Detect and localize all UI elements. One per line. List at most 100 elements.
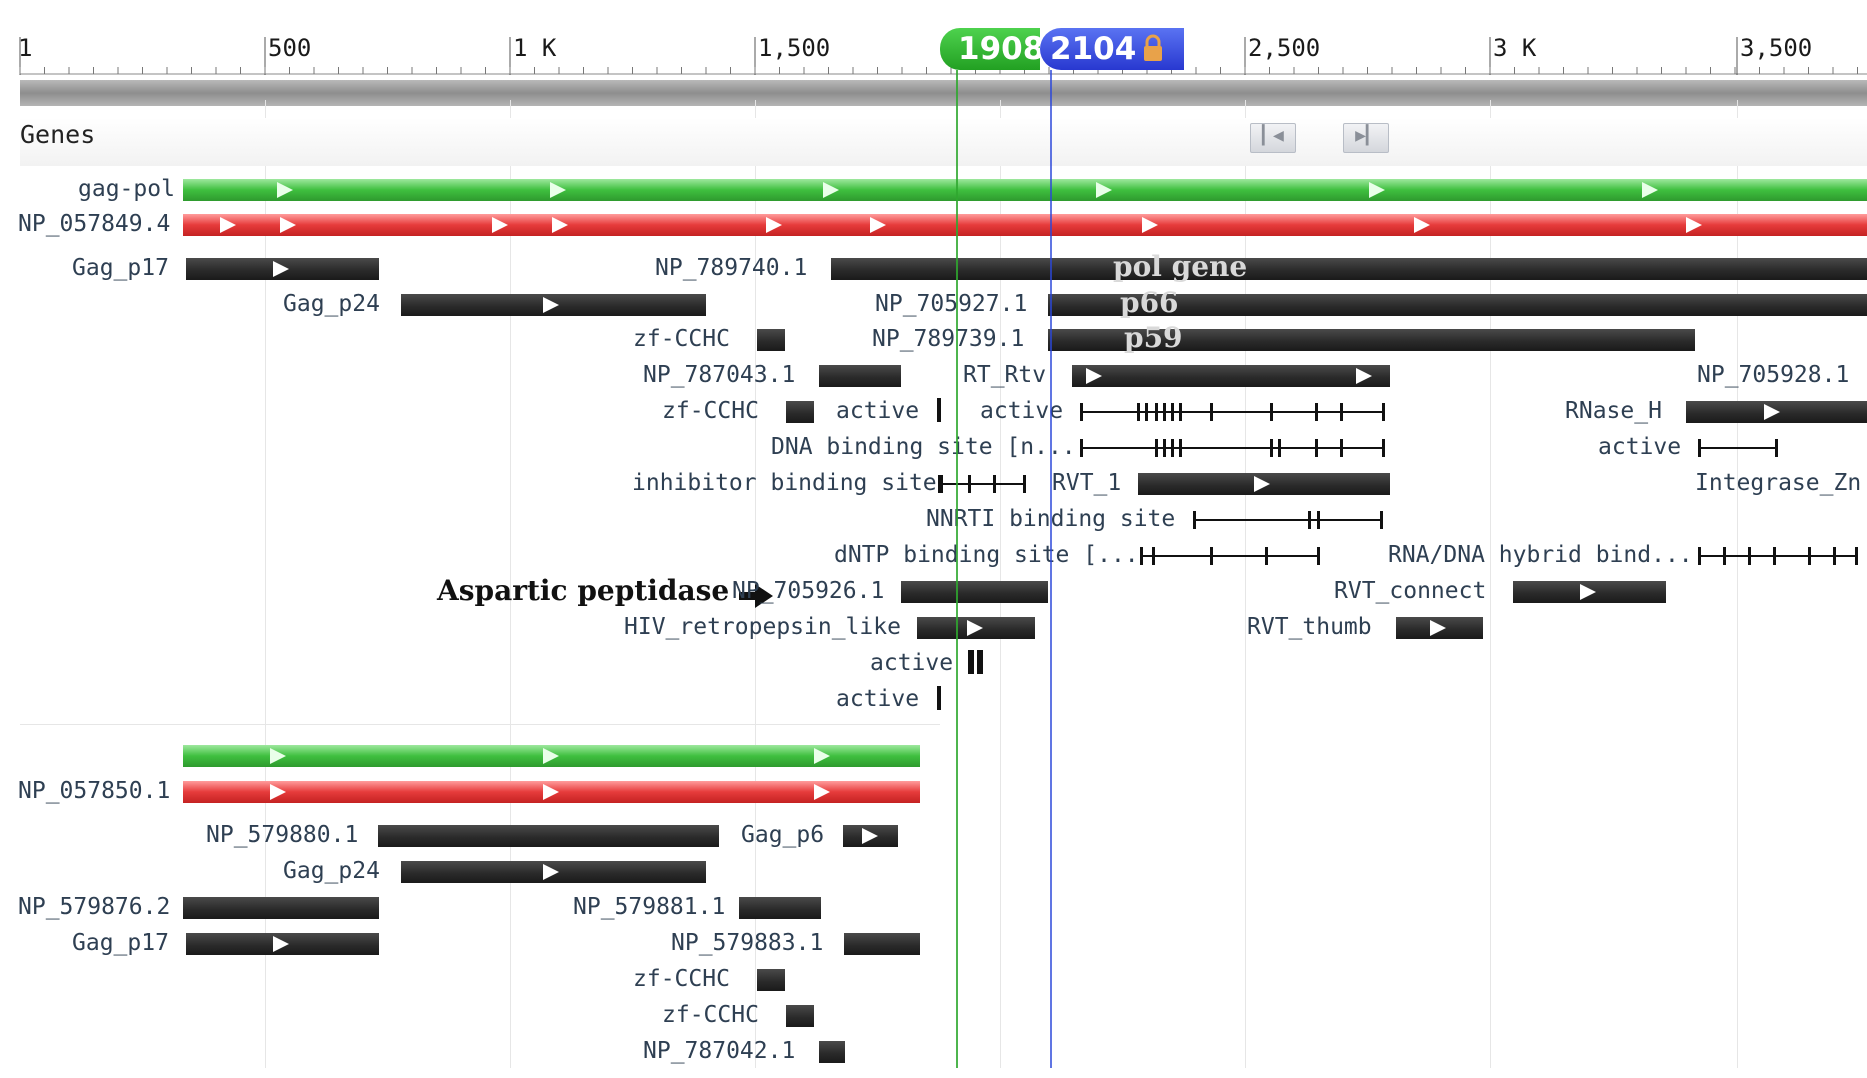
feature-label-gag-p24[interactable]: Gag_p24 <box>283 291 380 317</box>
feature-label-np-705927[interactable]: NP_705927.1 <box>875 291 1028 317</box>
last-page-icon: ▶▎ <box>1355 125 1377 146</box>
feature-label-np-787043[interactable]: NP_787043.1 <box>643 362 796 388</box>
strand-arrow <box>543 297 559 313</box>
feature-label-rnase-h[interactable]: RNase_H <box>1565 398 1662 424</box>
feature-bar-np-789739[interactable] <box>1048 329 1695 351</box>
ruler-tick-label: 3 K <box>1493 34 1537 62</box>
strand-arrow <box>862 828 878 844</box>
strand-arrow <box>1096 182 1112 198</box>
feature-bar-rt-rtv[interactable] <box>1072 365 1390 387</box>
strand-arrow <box>1086 368 1102 384</box>
feature-label-np-705926[interactable]: NP_705926.1 <box>732 578 885 604</box>
site-track-dntp[interactable] <box>1140 547 1320 565</box>
grid-line <box>265 100 266 1068</box>
prev-feature-button[interactable]: ▎◀ <box>1250 123 1296 153</box>
transcript-label-np-057849[interactable]: NP_057849.4 <box>18 211 171 237</box>
feature-bar-np-579876[interactable] <box>183 897 379 919</box>
grid-line <box>1245 100 1246 1068</box>
active-site-mark[interactable] <box>968 650 974 674</box>
feature-bar-np-705926[interactable] <box>901 581 1048 603</box>
feature-label-active[interactable]: active <box>1598 434 1682 460</box>
transcript-bar-np-057849[interactable] <box>183 214 1867 236</box>
feature-label-np-789739[interactable]: NP_789739.1 <box>872 326 1025 352</box>
strand-arrow <box>1356 368 1372 384</box>
pol-gene-annotation: pol gene <box>1113 250 1248 283</box>
arrow-right-icon <box>738 583 773 608</box>
strand-arrow <box>543 864 559 880</box>
site-track-inhibitor-binding[interactable] <box>938 475 1026 493</box>
feature-label-rvt-thumb[interactable]: RVT_thumb <box>1247 614 1372 640</box>
section-divider <box>20 724 940 725</box>
feature-label-np-705928[interactable]: NP_705928.1 <box>1697 362 1850 388</box>
strand-arrow <box>823 182 839 198</box>
track-header <box>20 118 1867 166</box>
feature-label-dntp-binding-site[interactable]: dNTP binding site [... <box>834 542 1139 568</box>
feature-label-rt-rtv[interactable]: RT_Rtv <box>963 362 1047 388</box>
feature-bar-zf-cchc[interactable] <box>786 401 814 423</box>
active-site-mark[interactable] <box>937 686 941 710</box>
next-feature-button[interactable]: ▶▎ <box>1343 123 1389 153</box>
feature-bar-np-579880[interactable] <box>378 825 719 847</box>
site-track-active[interactable] <box>1080 403 1385 421</box>
feature-bar-zf-cchc[interactable] <box>786 1005 814 1027</box>
strand-arrow <box>1686 217 1702 233</box>
feature-label-zf-cchc[interactable]: zf-CCHC <box>662 1002 759 1028</box>
strand-arrow <box>220 217 236 233</box>
site-track-dna-binding[interactable] <box>1080 439 1385 457</box>
site-track-rna-dna-hybrid[interactable] <box>1698 547 1858 565</box>
feature-bar-np-579883[interactable] <box>844 933 920 955</box>
feature-label-zf-cchc[interactable]: zf-CCHC <box>633 326 730 352</box>
active-site-mark[interactable] <box>977 650 983 674</box>
strand-arrow <box>277 182 293 198</box>
feature-label-gag-p17[interactable]: Gag_p17 <box>72 930 169 956</box>
feature-label-rvt-1[interactable]: RVT_1 <box>1052 470 1122 496</box>
strand-arrow <box>273 261 289 277</box>
ruler-tick-label: 3,500 <box>1740 34 1813 62</box>
feature-label-np-789740[interactable]: NP_789740.1 <box>655 255 808 281</box>
site-track-nnrti[interactable] <box>1193 511 1383 529</box>
feature-bar-zf-cchc[interactable] <box>757 329 785 351</box>
feature-label-rvt-connect[interactable]: RVT_connect <box>1334 578 1487 604</box>
feature-label-gag-p24[interactable]: Gag_p24 <box>283 858 380 884</box>
site-track-active[interactable] <box>1698 439 1778 457</box>
strand-arrow <box>1254 476 1270 492</box>
feature-bar-np-787043[interactable] <box>819 365 901 387</box>
strand-arrow <box>766 217 782 233</box>
feature-bar-np-579881[interactable] <box>739 897 821 919</box>
feature-label-np-579883[interactable]: NP_579883.1 <box>671 930 824 956</box>
feature-label-gag-p17[interactable]: Gag_p17 <box>72 255 169 281</box>
feature-label-np-579880[interactable]: NP_579880.1 <box>206 822 359 848</box>
lock-icon[interactable] <box>1140 34 1166 64</box>
ruler-tick-label: 1 <box>18 34 33 62</box>
marker-end-flag[interactable]: 2104 <box>1040 28 1184 70</box>
marker-start-flag[interactable]: 1908 <box>940 28 1044 70</box>
feature-label-gag-p6[interactable]: Gag_p6 <box>741 822 825 848</box>
feature-label-np-579876[interactable]: NP_579876.2 <box>18 894 171 920</box>
feature-label-np-787042[interactable]: NP_787042.1 <box>643 1038 796 1064</box>
strand-arrow <box>1369 182 1385 198</box>
strand-arrow <box>273 936 289 952</box>
feature-bar-np-789740[interactable] <box>831 258 1867 280</box>
feature-label-zf-cchc[interactable]: zf-CCHC <box>633 966 730 992</box>
gene-label-gag-pol[interactable]: gag-pol <box>78 176 175 202</box>
feature-label-rna-dna-hybrid[interactable]: RNA/DNA hybrid bind... <box>1388 542 1693 568</box>
feature-label-active[interactable]: active <box>836 398 920 424</box>
feature-label-zf-cchc[interactable]: zf-CCHC <box>662 398 759 424</box>
horizontal-scrollbar[interactable] <box>20 80 1867 106</box>
feature-label-dna-binding-site[interactable]: DNA binding site [n... <box>771 434 1076 460</box>
feature-bar-np-705927[interactable] <box>1048 294 1867 316</box>
strand-arrow <box>270 784 286 800</box>
feature-label-active[interactable]: active <box>980 398 1064 424</box>
feature-label-inhibitor-binding-site[interactable]: inhibitor binding site <box>632 470 937 496</box>
feature-bar-np-787042[interactable] <box>819 1041 845 1063</box>
active-site-mark[interactable] <box>937 398 941 422</box>
feature-label-integrase-zn[interactable]: Integrase_Zn <box>1695 470 1862 496</box>
gene-bar-gag-pol[interactable] <box>183 179 1867 201</box>
feature-label-np-579881[interactable]: NP_579881.1 <box>573 894 726 920</box>
feature-label-active[interactable]: active <box>870 650 954 676</box>
strand-arrow <box>1764 404 1780 420</box>
feature-bar-zf-cchc[interactable] <box>757 969 785 991</box>
feature-label-hiv-retropepsin-like[interactable]: HIV_retropepsin_like <box>624 614 901 640</box>
transcript-label-np-057850[interactable]: NP_057850.1 <box>18 778 171 804</box>
feature-label-active[interactable]: active <box>836 686 920 712</box>
